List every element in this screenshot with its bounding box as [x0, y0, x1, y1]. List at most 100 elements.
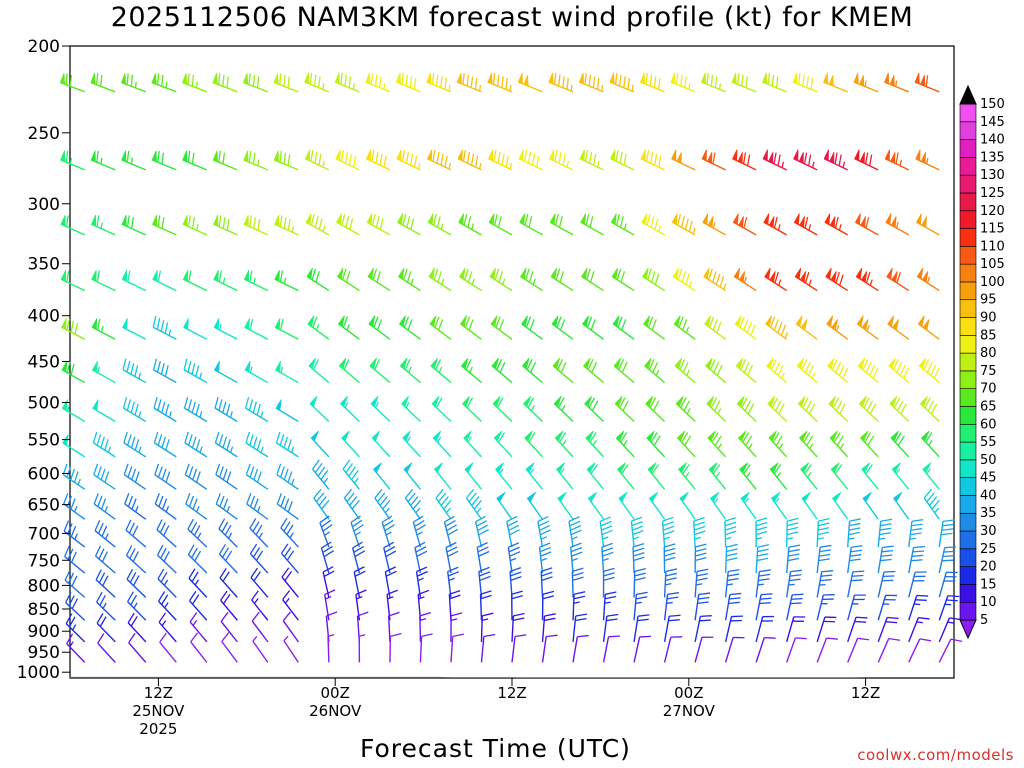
barb-feather [65, 215, 69, 227]
barb-feather [440, 76, 443, 88]
colorbar-label: 35 [980, 506, 997, 521]
barb-feather [681, 432, 689, 443]
wind-barb [218, 518, 238, 548]
wind-barb [125, 519, 147, 548]
barb-pennant [244, 318, 250, 330]
barb-feather [627, 78, 630, 90]
colorbar-segment [959, 441, 977, 461]
barb-pennant [733, 267, 741, 280]
barb-feather [444, 78, 447, 90]
barb-feather [694, 525, 706, 531]
barb-pennant [609, 72, 615, 85]
barb-feather [494, 268, 500, 280]
credit-link[interactable]: coolwx.com/models [857, 746, 1014, 764]
barb-feather [152, 315, 157, 328]
barb-pennant [309, 396, 318, 408]
barb-feather [851, 545, 863, 548]
barb-feather [834, 152, 838, 164]
barb-feather [466, 151, 471, 164]
barb-pennant [736, 396, 745, 408]
colorbar: 5101520253035404550556065707580859095100… [959, 84, 1005, 640]
barb-half-feather [602, 558, 609, 562]
barb-half-feather [74, 505, 78, 513]
barb-pennant [829, 152, 835, 164]
barb-feather [156, 73, 160, 85]
colorbar-label: 45 [980, 471, 997, 486]
wind-barb [419, 612, 431, 642]
colorbar-label: 5 [980, 613, 988, 628]
barb-feather [355, 589, 367, 596]
wind-barb [633, 591, 648, 621]
wind-barb [765, 315, 789, 340]
barb-feather [279, 434, 285, 446]
wind-barb [584, 396, 605, 423]
wind-barb [801, 491, 818, 520]
barb-feather [818, 517, 830, 522]
barb-feather [476, 520, 487, 527]
barb-pennant [862, 491, 872, 503]
barb-feather [924, 397, 931, 408]
barb-pennant [823, 149, 829, 162]
barb-half-feather [418, 162, 421, 170]
barb-half-feather [408, 366, 412, 373]
wind-barb [816, 570, 834, 598]
barb-feather [226, 76, 229, 88]
barb-feather [724, 521, 737, 527]
plot-frame [69, 45, 955, 679]
barb-pennant [522, 357, 530, 370]
barb-half-feather [260, 411, 264, 418]
colorbar-segment [959, 584, 977, 603]
wind-barb [704, 315, 727, 340]
wind-barb [274, 214, 299, 236]
wind-barb [706, 396, 727, 423]
barb-feather [666, 596, 679, 600]
barb-feather [835, 400, 843, 412]
y-tick-label: 900 [28, 622, 60, 642]
barb-half-feather [359, 634, 366, 637]
barb-feather [98, 548, 105, 560]
barb-feather [558, 397, 565, 408]
barb-feather [862, 359, 869, 370]
wind-barbs [59, 72, 963, 663]
x-tick-label: 27NOV [663, 702, 716, 720]
barb-feather [477, 546, 489, 553]
barb-feather [760, 597, 772, 600]
wind-barb [877, 570, 896, 598]
barb-feather [157, 434, 163, 446]
barb-feather [405, 151, 410, 164]
barb-half-feather [165, 505, 170, 513]
barb-pennant [583, 357, 591, 370]
barb-feather [586, 268, 591, 280]
wind-barb [511, 634, 527, 663]
barb-feather [252, 152, 256, 165]
barb-pennant [496, 491, 506, 503]
barb-feather [879, 527, 892, 531]
wind-barb [731, 72, 757, 93]
barb-feather [589, 216, 594, 228]
barb-feather [539, 524, 551, 531]
barb-feather [127, 270, 131, 282]
wind-barb [732, 149, 757, 171]
barb-feather [466, 74, 470, 87]
wind-barb [858, 396, 879, 423]
wind-barb [549, 149, 574, 171]
barb-half-feather [510, 557, 517, 562]
barb-feather [479, 575, 491, 582]
barb-feather [569, 520, 581, 527]
wind-barb [158, 612, 177, 643]
barb-feather [835, 361, 842, 373]
barb-feather [94, 545, 102, 557]
barb-feather [680, 397, 687, 408]
wind-barb [427, 213, 452, 236]
barb-pennant [891, 271, 898, 283]
barb-feather [436, 151, 440, 164]
barb-feather [747, 364, 754, 376]
barb-pennant [857, 357, 866, 370]
barb-shaft [220, 621, 238, 643]
wind-barb [367, 267, 391, 292]
barb-pennant [90, 73, 96, 85]
barb-feather [600, 520, 612, 527]
barb-pennant [823, 72, 829, 85]
barb-feather [71, 551, 77, 563]
barb-feather [384, 524, 395, 532]
